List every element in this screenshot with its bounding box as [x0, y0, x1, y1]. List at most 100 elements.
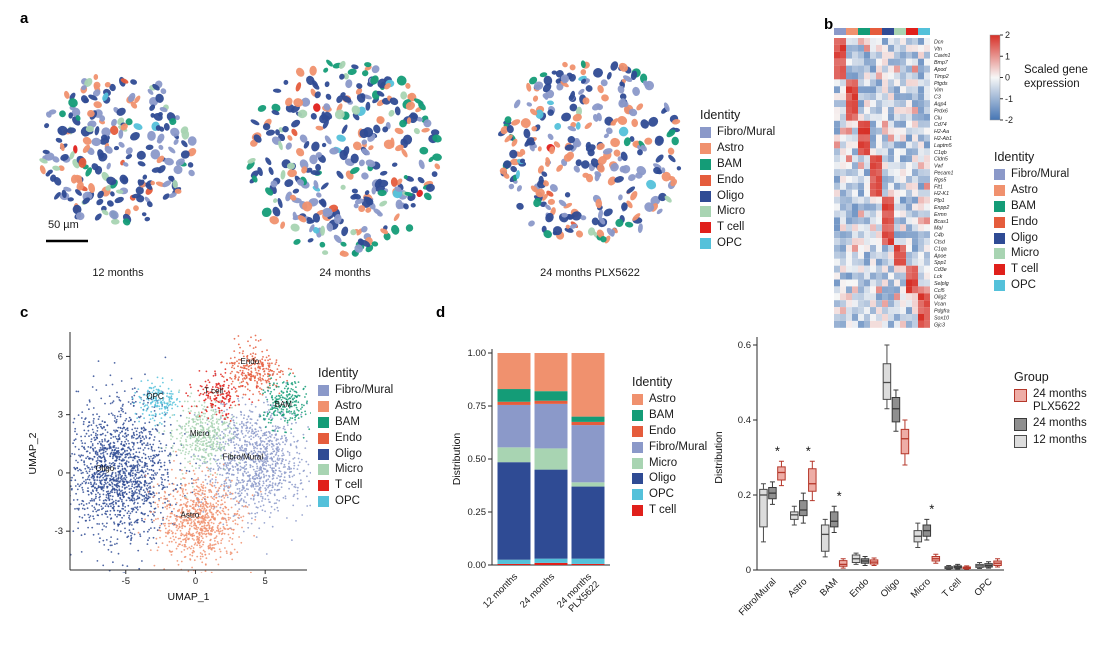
heatmap-cell [912, 162, 918, 170]
heatmap-cell [906, 314, 912, 321]
heatmap-cell [900, 258, 906, 266]
heatmap-cell [888, 238, 894, 245]
legend-item: Fibro/Mural [700, 126, 775, 139]
heatmap-cell [846, 65, 852, 73]
heatmap-cell [858, 210, 864, 218]
heatmap-cell [846, 265, 852, 273]
heatmap-cell [882, 196, 888, 204]
legend-label: 24 months PLX5622 [1033, 388, 1087, 413]
heatmap-cell [888, 245, 894, 252]
legend-label: T cell [335, 479, 363, 492]
legend-label: Fibro/Mural [335, 384, 394, 396]
heatmap-cell [870, 155, 876, 163]
heatmap-cell [840, 231, 846, 239]
gene-label: Timp2 [934, 74, 949, 80]
legend-item: Micro [632, 457, 707, 470]
heatmap-cell [870, 44, 876, 52]
heatmap-cell [924, 300, 930, 308]
heatmap-cell [912, 251, 918, 259]
heatmap-cell [870, 286, 876, 294]
colorbar-tick-label: -2 [1005, 115, 1013, 125]
color-swatch-icon [318, 385, 329, 396]
panel-d-label: d [436, 304, 446, 321]
heatmap-cell [864, 231, 870, 239]
heatmap-cell [858, 148, 864, 156]
heatmap-cell [864, 155, 870, 163]
heatmap-cell [894, 307, 900, 314]
heatmap-cell [870, 58, 876, 66]
heatmap-cell [858, 314, 864, 321]
heatmap-cell [882, 86, 888, 94]
heatmap-cell [918, 251, 924, 259]
heatmap-cell [870, 238, 876, 245]
heatmap-cell [834, 134, 840, 142]
legend-item: Astro [632, 393, 707, 406]
heatmap-cell [876, 265, 882, 273]
box [759, 483, 768, 543]
heatmap-cell [864, 127, 870, 135]
heatmap-cell [858, 251, 864, 259]
heatmap-cell [912, 189, 918, 197]
heatmap-cell [894, 286, 900, 294]
heatmap-cell [840, 86, 846, 94]
heatmap-cell [900, 72, 906, 80]
heatmap-cell [894, 203, 900, 211]
heatmap-cell [906, 58, 912, 66]
heatmap-cell [912, 196, 918, 204]
heatmap-cell [864, 51, 870, 59]
legend-label: BAM [717, 157, 742, 170]
heatmap-cell [894, 51, 900, 59]
heatmap-cell [882, 251, 888, 259]
heatmap-cell [876, 189, 882, 197]
heatmap-cell [912, 238, 918, 245]
heatmap-cell [846, 134, 852, 142]
heatmap-cell [852, 258, 858, 266]
heatmap-cell [900, 141, 906, 149]
heatmap-cell [882, 72, 888, 80]
heatmap-cell [912, 58, 918, 66]
heatmap-cell [858, 196, 864, 204]
heatmap-cell [840, 176, 846, 183]
color-swatch-icon [632, 441, 643, 453]
heatmap-cell [858, 231, 864, 239]
heatmap-cell [876, 307, 882, 314]
legend-label: 24 months [1033, 416, 1087, 429]
heatmap-cell [870, 169, 876, 176]
heatmap-cell [876, 162, 882, 170]
legend-item: OPC [994, 279, 1069, 292]
heatmap-cell [876, 79, 882, 87]
heatmap-cell [918, 300, 924, 308]
heatmap-cell [834, 279, 840, 287]
heatmap-cell [900, 162, 906, 170]
heatmap-cell [852, 238, 858, 245]
heatmap-cell [852, 38, 858, 45]
heatmap-cell [834, 38, 840, 45]
bar-segment [571, 425, 605, 483]
heatmap-cell [912, 245, 918, 252]
heatmap-cell [924, 203, 930, 211]
tissue-section [246, 59, 442, 257]
heatmap-cell [864, 86, 870, 94]
heatmap-cell [852, 127, 858, 135]
heatmap-cell [864, 141, 870, 149]
color-swatch-icon [318, 448, 329, 460]
box [860, 556, 870, 566]
gene-label: Bmp7 [934, 60, 949, 66]
identity-legend-panel-c: Identity Fibro/Mural Astro BAM Endo Oligo Micr… [318, 366, 393, 511]
heatmap-cell [846, 127, 852, 135]
column-annotation-cell [924, 28, 930, 35]
legend-item: Endo [994, 216, 1069, 229]
heatmap-cell [918, 314, 924, 321]
heatmap-cell [912, 134, 918, 142]
heatmap-cell [834, 79, 840, 87]
heatmap-cell [924, 127, 930, 135]
heatmap-cell [876, 182, 882, 190]
heatmap-cell [858, 107, 864, 114]
heatmap-cell [918, 155, 924, 163]
heatmap-cell [918, 107, 924, 114]
colorbar-tick-label: 0 [1005, 73, 1010, 83]
color-swatch-icon [700, 238, 711, 250]
heatmap-cell [924, 210, 930, 218]
heatmap-cell [864, 134, 870, 142]
gene-label: H2-Ab1 [934, 136, 952, 142]
